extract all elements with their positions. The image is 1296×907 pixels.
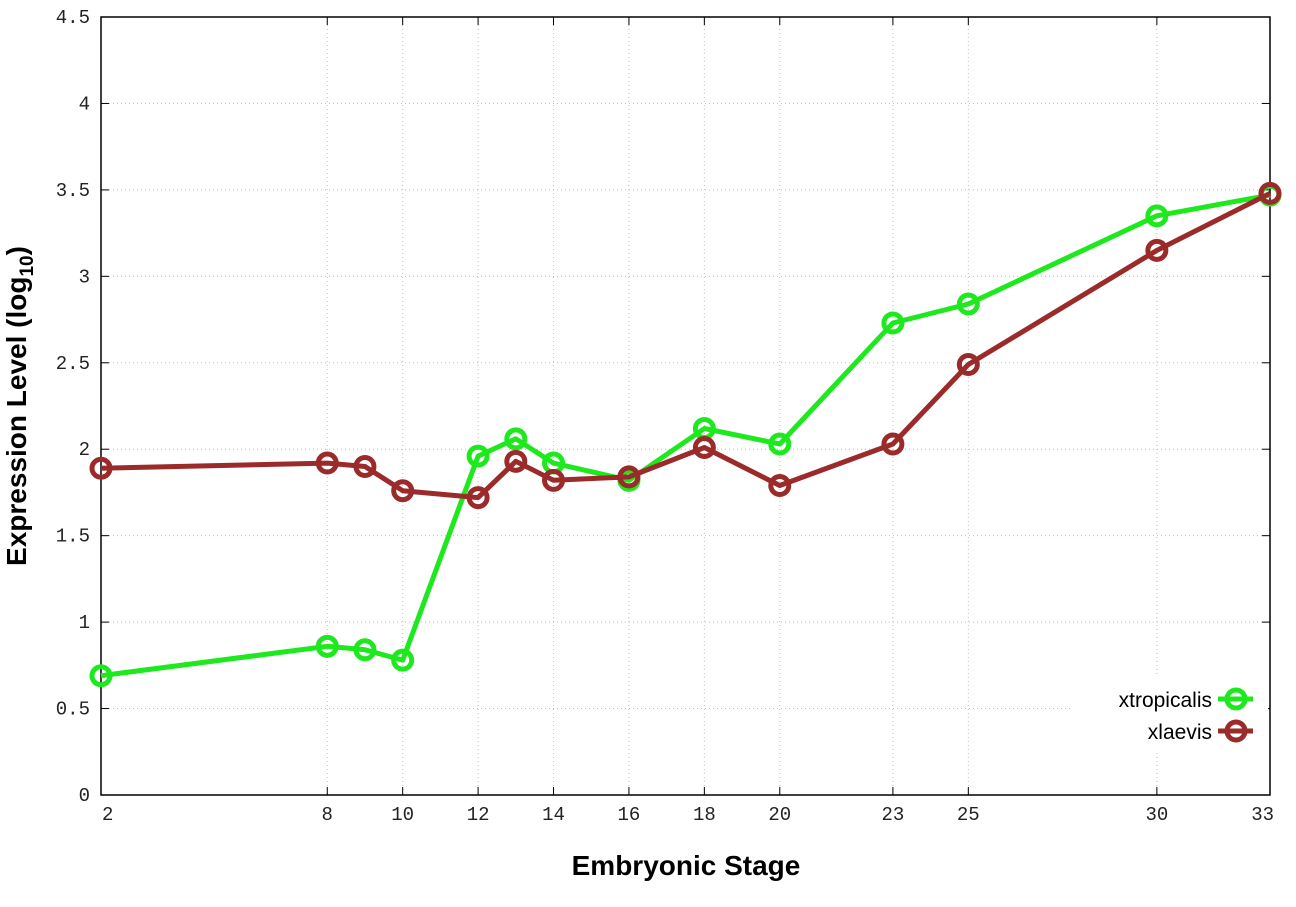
x-tick-label: 20 [768,804,791,826]
legend: xtropicalis xlaevis [1072,674,1268,750]
legend-swatch-xtropicalis [1218,687,1253,711]
y-axis-title: Expression Level (log10) [1,246,38,566]
data-point-xlaevis [391,479,415,503]
data-point-xtropicalis [956,292,980,316]
legend-label-xlaevis: xlaevis [1148,721,1212,744]
data-point-xtropicalis [881,311,905,335]
y-tick-label: 3.5 [56,180,90,202]
x-tick-label: 12 [467,804,490,826]
data-point-xtropicalis [391,648,415,672]
x-tick-label: 16 [618,804,641,826]
axis-ticks: 0 0.5 1 1.5 2 2.5 3 3.5 4 4.5 2 8 10 12 14 16 18 20 23 25 30… [56,7,1274,826]
data-point-xtropicalis [466,444,490,468]
y-axis-title-main: Expression Level (log [1,277,32,566]
x-tick-label: 23 [881,804,904,826]
y-tick-label: 4.5 [56,7,90,29]
data-point-xlaevis [768,474,792,498]
data-point-xlaevis [466,486,490,510]
data-point-xlaevis [504,449,528,473]
grid [101,17,1270,795]
series-line-xlaevis [100,191,1272,501]
data-point-xlaevis [692,435,716,459]
x-tick-label: 18 [693,804,716,826]
data-point-xtropicalis [315,634,339,658]
x-tick-label: 8 [322,804,333,826]
x-axis-title: Embryonic Stage [572,850,801,881]
y-axis-title-subscript: 10 [17,255,38,276]
x-tick-label: 2 [102,804,113,826]
data-point-xtropicalis [768,432,792,456]
data-point-xlaevis [315,451,339,475]
y-tick-label: 4 [79,93,90,115]
data-point-xtropicalis [504,427,528,451]
series-lines [89,181,1282,688]
data-point-xlaevis [617,465,641,489]
data-point-xlaevis [956,353,980,377]
data-point-xtropicalis [89,664,113,688]
data-point-xlaevis [1258,181,1282,205]
y-tick-label: 2 [79,439,90,461]
x-tick-label: 25 [957,804,980,826]
data-point-xlaevis [89,456,113,480]
y-tick-label: 0.5 [56,699,90,721]
data-point-xlaevis [1145,238,1169,262]
x-tick-label: 30 [1145,804,1168,826]
y-tick-label: 0 [79,785,90,807]
legend-label-xtropicalis: xtropicalis [1119,689,1212,712]
data-point-xtropicalis [353,638,377,662]
data-point-xlaevis [881,432,905,456]
legend-swatch-xlaevis [1218,719,1253,743]
data-point-xlaevis [542,468,566,492]
data-point-xtropicalis [1145,204,1169,228]
data-point-xlaevis [353,455,377,479]
y-tick-label: 2.5 [56,353,90,375]
y-axis-title-close: ) [1,246,32,255]
plot-frame [100,16,1271,796]
legend-background [1072,674,1268,750]
y-tick-label: 3 [79,266,90,288]
series-line-xtropicalis [100,192,1271,679]
x-tick-label: 10 [391,804,414,826]
y-tick-label: 1 [79,612,90,634]
x-tick-label: 33 [1251,804,1274,826]
y-tick-label: 1.5 [56,526,90,548]
x-tick-label: 14 [542,804,565,826]
